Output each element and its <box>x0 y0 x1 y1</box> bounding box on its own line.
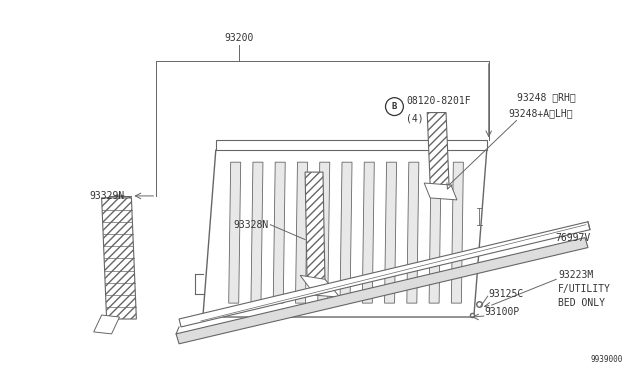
Polygon shape <box>340 162 352 303</box>
Polygon shape <box>296 162 307 303</box>
Text: 76997V: 76997V <box>556 232 591 243</box>
Text: 93248+A〈LH〉: 93248+A〈LH〉 <box>509 109 573 119</box>
Polygon shape <box>424 183 457 200</box>
Polygon shape <box>451 162 463 303</box>
Text: 9939000: 9939000 <box>590 355 623 364</box>
Polygon shape <box>228 162 241 303</box>
Polygon shape <box>362 162 374 303</box>
Text: 93329N: 93329N <box>90 191 125 201</box>
Polygon shape <box>93 315 120 334</box>
Text: F/UTILITY: F/UTILITY <box>558 284 611 294</box>
Text: 93223M: 93223M <box>558 270 593 280</box>
Polygon shape <box>305 172 325 281</box>
Text: BED ONLY: BED ONLY <box>558 298 605 308</box>
Text: 93125C: 93125C <box>489 289 524 299</box>
Polygon shape <box>102 198 136 319</box>
Text: B: B <box>392 102 397 111</box>
Polygon shape <box>176 238 588 344</box>
Polygon shape <box>300 275 340 297</box>
Text: 93248 〈RH〉: 93248 〈RH〉 <box>516 93 575 103</box>
Polygon shape <box>203 150 487 317</box>
Polygon shape <box>273 162 285 303</box>
Polygon shape <box>317 162 330 303</box>
Text: 93100P: 93100P <box>484 307 520 317</box>
Polygon shape <box>216 140 487 150</box>
Text: (4): (4) <box>406 113 424 124</box>
Polygon shape <box>407 162 419 303</box>
Text: 93200: 93200 <box>224 33 253 43</box>
Polygon shape <box>429 162 441 303</box>
Circle shape <box>385 98 403 116</box>
Text: 93328N: 93328N <box>233 220 268 230</box>
Polygon shape <box>427 113 449 185</box>
Polygon shape <box>179 222 590 327</box>
Polygon shape <box>251 162 263 303</box>
Polygon shape <box>385 162 397 303</box>
Text: 08120-8201F: 08120-8201F <box>406 96 471 106</box>
